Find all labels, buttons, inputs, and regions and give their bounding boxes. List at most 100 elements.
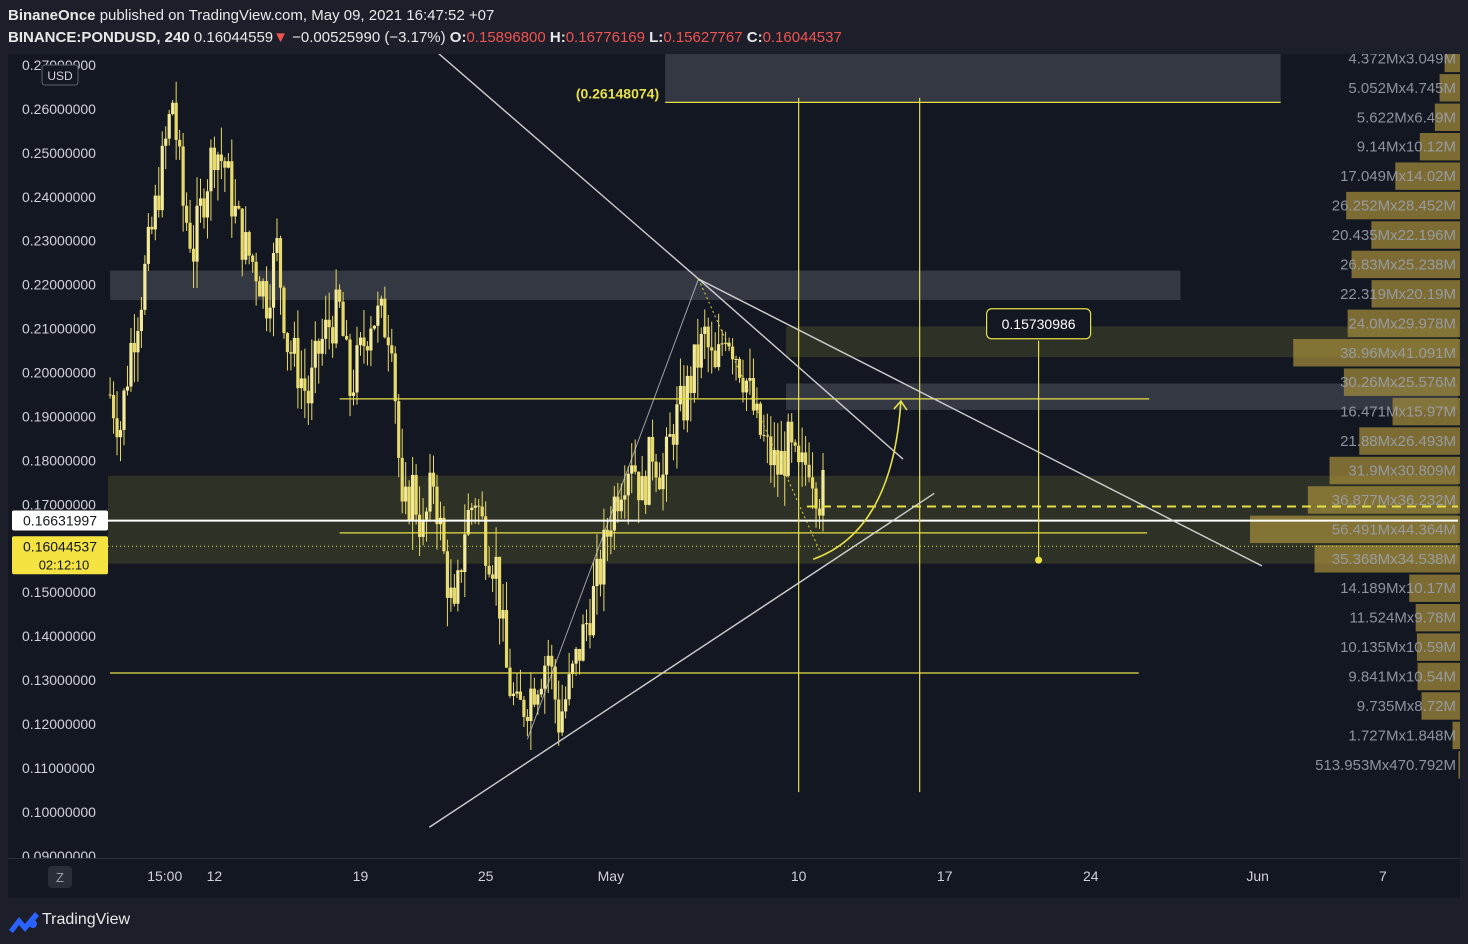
candle-body [282, 287, 286, 334]
candle-body [212, 147, 217, 171]
candle-body [240, 208, 244, 260]
candle-body [560, 711, 564, 733]
candle-body [494, 556, 498, 579]
volume-label: 26.83Mx25.238M [1340, 256, 1456, 273]
candle-body [532, 688, 536, 705]
y-tick-label: 0.12000000 [22, 716, 96, 732]
y-tick-label: 0.20000000 [22, 365, 96, 381]
candle-body [251, 255, 255, 262]
candle-body [407, 486, 411, 521]
trend-line-2 [698, 278, 1263, 567]
published-text: published on TradingView.com, May 09, 20… [99, 7, 495, 24]
candle-body [814, 488, 818, 509]
candle-body [765, 435, 769, 437]
candle-body [810, 477, 815, 489]
volume-label: 35.368Mx34.538M [1332, 551, 1456, 568]
candle-body [237, 205, 241, 209]
volume-label: 10.135Mx10.59M [1340, 639, 1456, 656]
candle-body [376, 305, 380, 326]
candle-body [807, 464, 811, 478]
candle-body [271, 253, 276, 308]
volume-label: 11.524Mx9.78M [1350, 610, 1456, 627]
chart-area[interactable]: 4.372Mx3.049M 5.052Mx4.745M 5.622Mx6.49M 9.… [8, 5, 1460, 898]
candle-body [445, 551, 450, 598]
candle-body [487, 565, 491, 575]
volume-label: 1.727Mx1.848M [1348, 727, 1456, 744]
candle-body [626, 473, 630, 496]
candle-body [598, 558, 603, 585]
candle-body [198, 198, 203, 206]
candle-body [762, 434, 766, 436]
candle-body [278, 238, 283, 288]
candle-body [557, 699, 561, 733]
candle-body [452, 587, 456, 604]
candle-body [717, 344, 721, 368]
volume-bar [1371, 221, 1460, 249]
candle-body [306, 390, 310, 404]
tradingview-brand[interactable]: TradingView [42, 911, 131, 928]
candle-body [720, 343, 724, 345]
candle-body [473, 505, 477, 508]
candle-body [699, 333, 703, 368]
candle-body [591, 586, 596, 636]
open-label: O: [449, 29, 467, 46]
candle-body [630, 465, 634, 474]
candle-body [310, 367, 314, 404]
price-chart[interactable]: 4.372Mx3.049M 5.052Mx4.745M 5.622Mx6.49M 9.… [8, 5, 1460, 898]
candle-body [174, 102, 178, 140]
candle-body [619, 499, 623, 512]
candle-body [125, 386, 130, 391]
tradingview-logo-icon[interactable] [8, 908, 40, 934]
candle-body [365, 346, 370, 351]
candle-body [661, 474, 665, 490]
candle-body [331, 327, 335, 344]
candle-body [348, 339, 352, 396]
candle-body [511, 693, 516, 696]
candle-body [334, 289, 338, 344]
volume-label: 17.049Mx14.02M [1340, 168, 1456, 185]
close-label: C: [746, 29, 763, 46]
candle-body [258, 281, 262, 297]
candle-body [518, 691, 523, 700]
candle-body [164, 138, 168, 146]
trend-line-4 [526, 278, 699, 740]
symbol-label[interactable]: BINANCE:PONDUSD, 240 [8, 29, 190, 46]
arrow-head-icon [893, 399, 908, 411]
candle-body [247, 232, 251, 256]
candle-body [727, 342, 731, 347]
white-price-badge [12, 510, 108, 531]
candle-body [202, 198, 206, 218]
candle-body [132, 342, 137, 353]
candle-body [153, 195, 157, 230]
volume-bar [1351, 250, 1460, 279]
candle-body [501, 610, 505, 619]
candle-body [178, 139, 182, 147]
candle-body [491, 574, 495, 579]
y-tick-label: 0.22000000 [22, 277, 96, 293]
candle-body [703, 326, 707, 334]
volume-bar [1392, 397, 1460, 426]
candle-body [223, 161, 227, 168]
candle-body [344, 335, 349, 340]
candle-body [456, 570, 460, 604]
candle-body [790, 421, 794, 443]
volume-bar [1395, 162, 1460, 190]
candle-body [508, 667, 512, 696]
candle-body [623, 495, 627, 500]
candle-body [584, 623, 589, 625]
y-tick-label: 0.18000000 [22, 452, 96, 468]
candle-body [285, 333, 290, 353]
volume-bar [1421, 692, 1460, 720]
last-price: 0.16044559 [193, 29, 274, 46]
candle-body [230, 161, 234, 217]
x-tick-label: May [598, 868, 624, 884]
author-name[interactable]: BinaneOnce [8, 7, 96, 24]
symbol-line: BINANCE:PONDUSD, 240 0.16044559▼ −0.0052… [8, 29, 842, 46]
candle-body [404, 486, 408, 502]
volume-bar [1329, 456, 1460, 485]
candle-body [428, 472, 432, 512]
candle-body [692, 344, 696, 394]
volume-bar [1307, 486, 1460, 514]
volume-label: 16.471Mx15.97M [1340, 404, 1456, 421]
candle-body [755, 403, 759, 411]
